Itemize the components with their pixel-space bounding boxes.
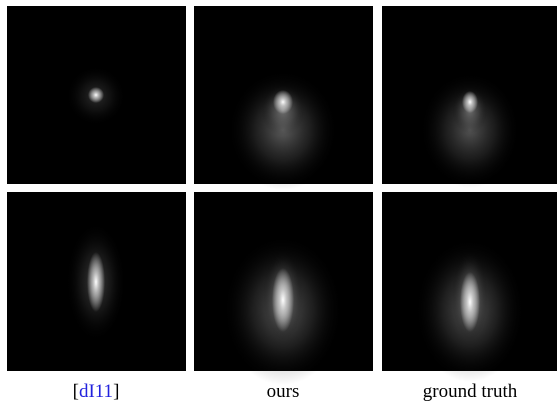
caption: [dI11] [73,381,120,402]
image-dI11-1 [7,6,186,184]
image-ground-truth-2 [382,192,557,382]
image-ours-1 [194,6,373,190]
caption: ground truth [423,381,518,402]
caption: ours [267,381,300,402]
citation-link[interactable]: dI11 [79,381,113,402]
image-dI11-2 [7,192,186,371]
image-ground-truth-1 [382,6,557,188]
bracket: ] [113,381,119,402]
figure: [dI11] ours ground truth [0,0,557,408]
image-ours-2 [194,192,373,385]
